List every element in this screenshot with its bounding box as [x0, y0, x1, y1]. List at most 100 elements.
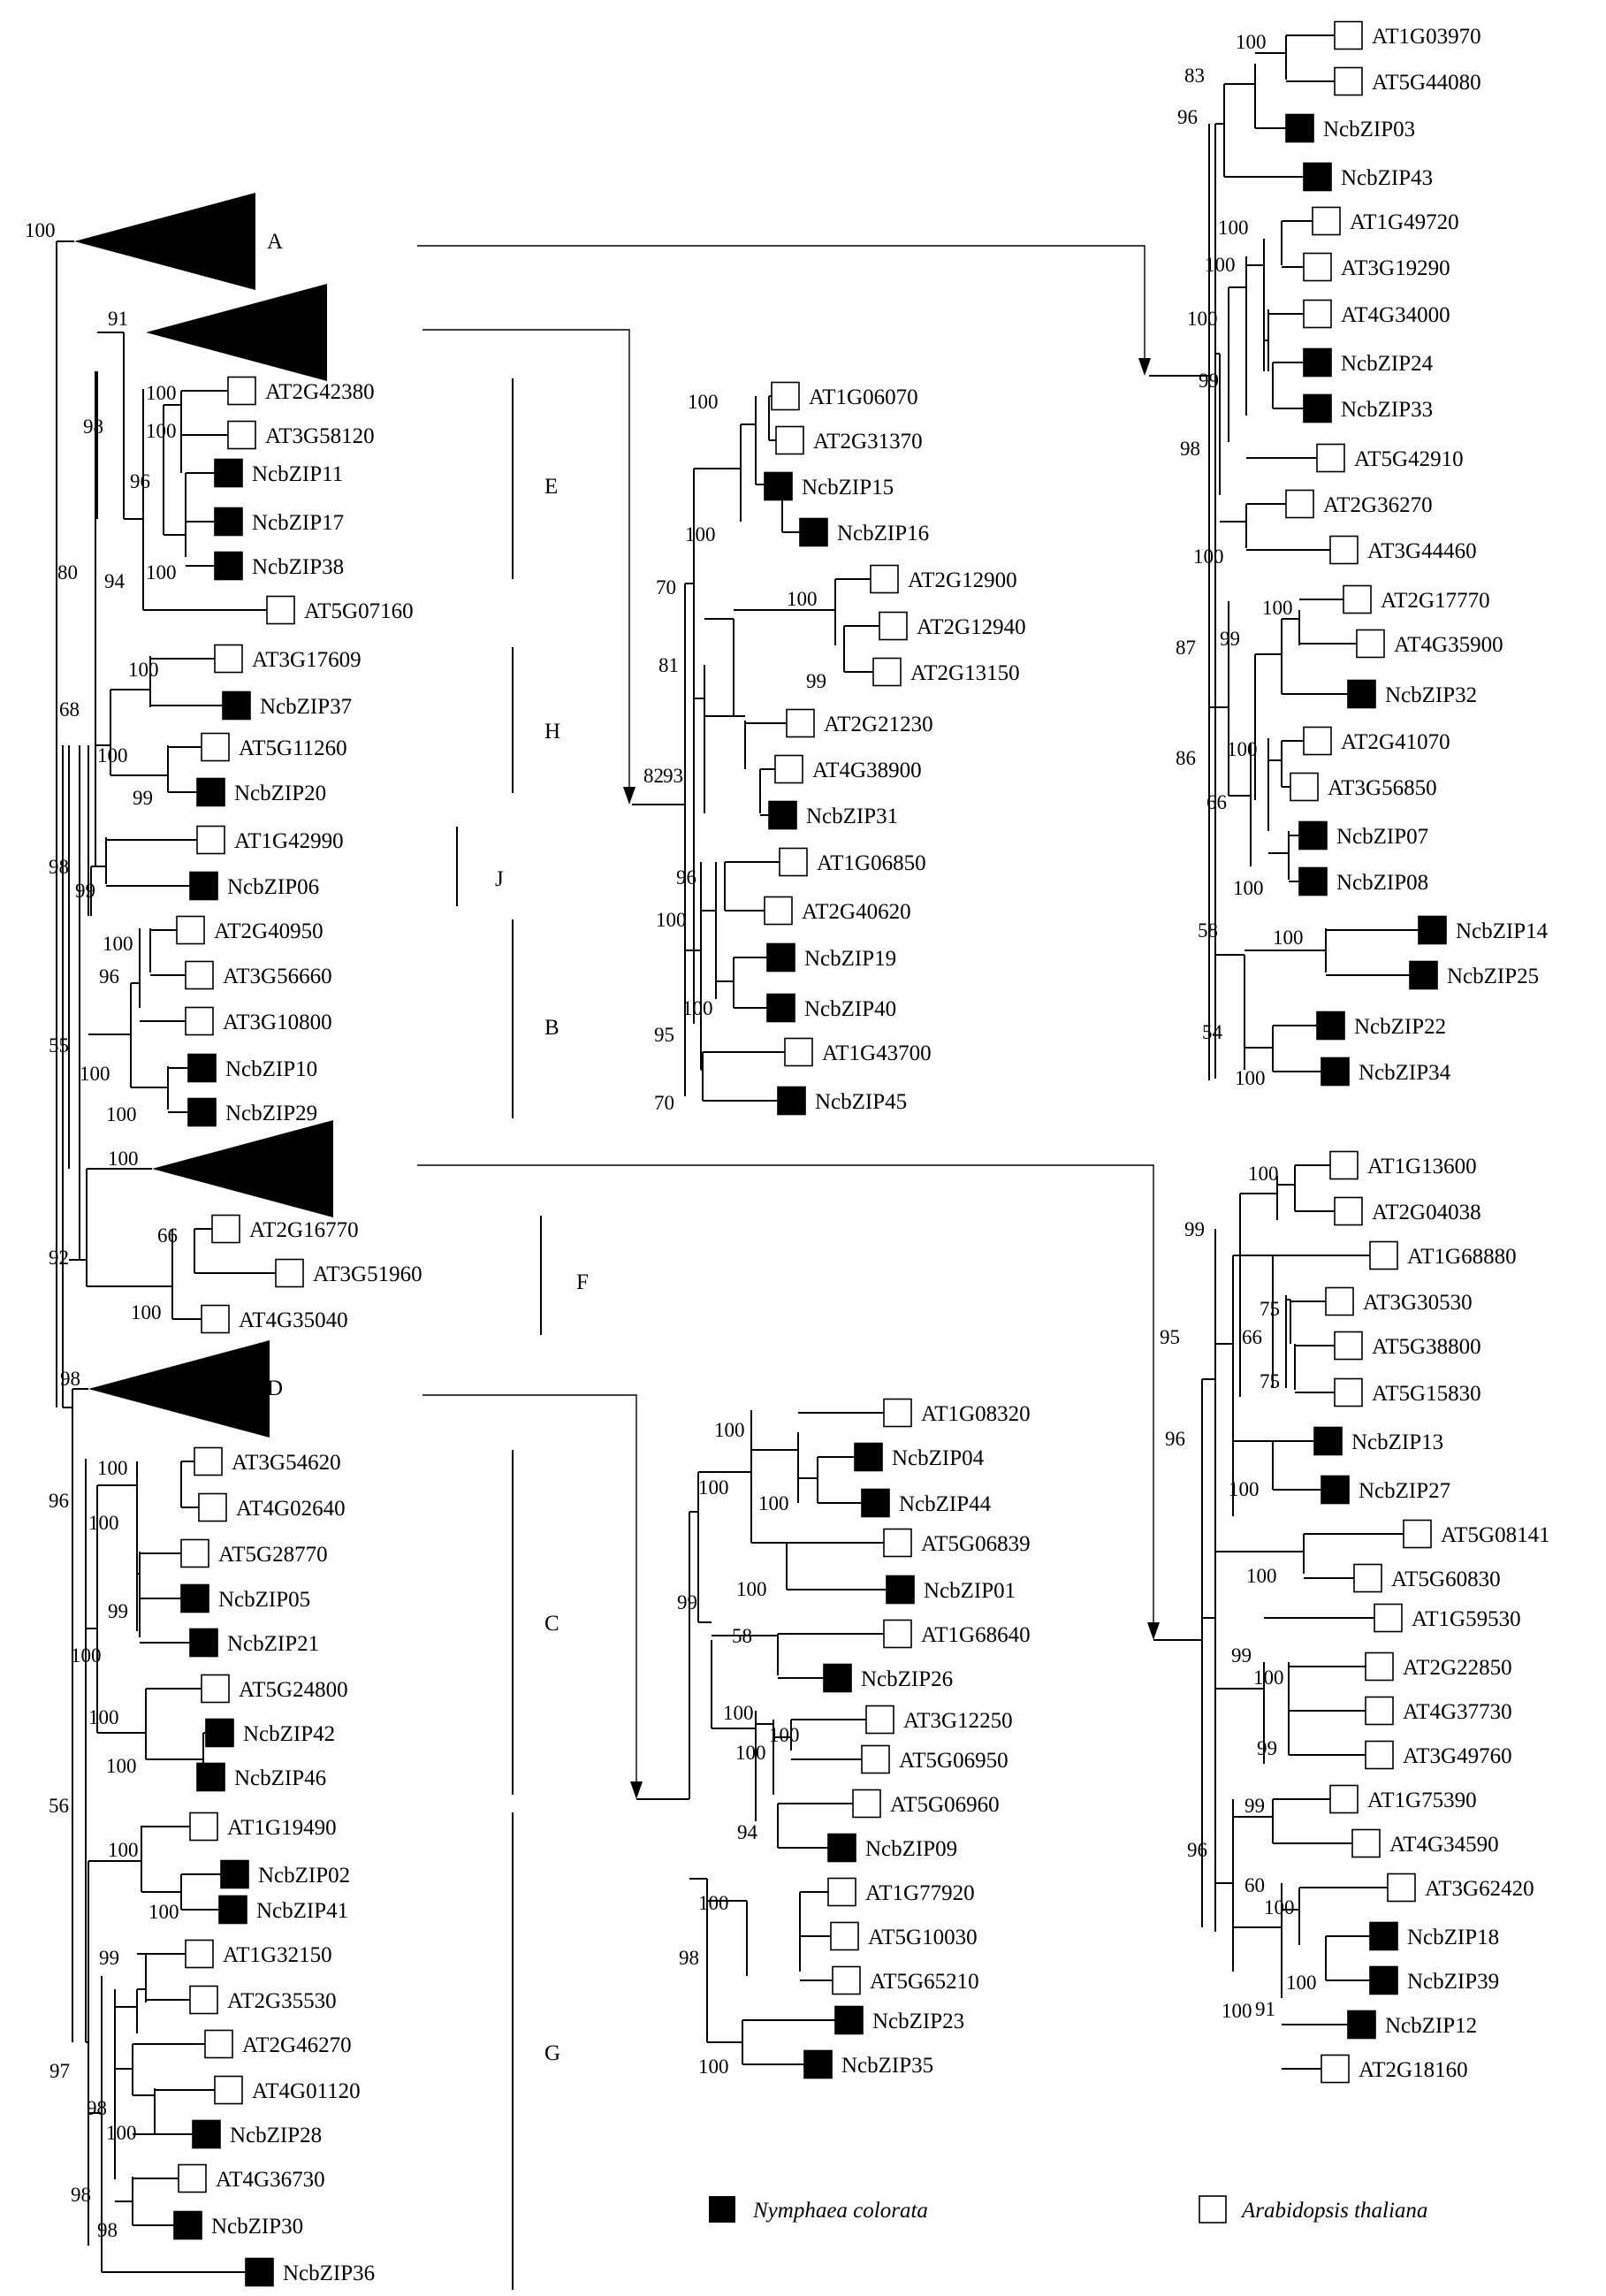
leaf-marker: [194, 1446, 223, 1476]
leaf-marker: [886, 1575, 915, 1605]
leaf-label: NcbZIP06: [227, 875, 319, 899]
leaf-label: AT4G36730: [216, 2168, 325, 2192]
bootstrap-value: 58: [732, 1625, 752, 1647]
clade-label: A: [267, 230, 283, 254]
clade-label: S: [267, 1158, 279, 1182]
leaf-label: NcbZIP10: [225, 1057, 317, 1081]
arrow-clade-I: [422, 329, 630, 800]
bootstrap-value: 100: [1218, 217, 1249, 239]
leaf-marker: [1316, 1011, 1345, 1041]
leaf-marker: [823, 1663, 852, 1693]
leaf-label: NcbZIP37: [260, 695, 352, 719]
bootstrap-value: 80: [57, 561, 78, 584]
leaf-marker: [227, 376, 256, 406]
leaf-label: AT5G08141: [1441, 1523, 1550, 1547]
group-label-J: J: [495, 867, 504, 891]
leaf-label: AT4G35900: [1394, 633, 1503, 657]
leaf-marker: [192, 2119, 221, 2149]
arrow-head: [1147, 1622, 1160, 1640]
bootstrap-value: 100: [1248, 1163, 1279, 1185]
leaf-label: AT3G49760: [1403, 1744, 1512, 1768]
bootstrap-value: 100: [1233, 877, 1264, 899]
bootstrap-value: 100: [1246, 1565, 1277, 1587]
leaf-label: AT1G75390: [1367, 1789, 1477, 1812]
bootstrap-value: 96: [1187, 1839, 1207, 1861]
bootstrap-value: 99: [806, 670, 826, 692]
leaf-marker: [196, 777, 225, 807]
leaf-label: AT2G40950: [214, 919, 323, 943]
leaf-marker: [832, 1965, 861, 1995]
leaf-marker: [779, 847, 808, 877]
leaf-marker: [227, 420, 256, 450]
leaf-label: NcbZIP11: [252, 462, 343, 486]
bootstrap-value: 100: [1227, 738, 1258, 760]
leaf-label: AT5G44080: [1372, 71, 1481, 95]
leaf-marker: [189, 1628, 218, 1658]
leaf-label: AT5G07160: [304, 599, 414, 623]
leaf-label: AT2G42380: [265, 380, 375, 404]
leaf-marker: [214, 507, 243, 537]
bootstrap-value: 100: [682, 997, 713, 1019]
leaf-marker: [1285, 113, 1314, 143]
leaf-marker: [1347, 679, 1376, 709]
bootstrap-value: 100: [1205, 254, 1236, 276]
leaf-label: NcbZIP43: [1341, 166, 1433, 190]
leaf-label: AT5G42910: [1354, 447, 1464, 471]
legend-arabidopsis-label: Arabidopsis thaliana: [1240, 2199, 1427, 2223]
leaf-label: AT2G22850: [1403, 1656, 1512, 1680]
leaf-marker: [1316, 443, 1345, 473]
leaf-marker: [1325, 1286, 1354, 1316]
bootstrap-value: 95: [1160, 1326, 1180, 1348]
leaf-label: AT1G43700: [822, 1041, 932, 1065]
leaf-marker: [830, 1921, 859, 1951]
bootstrap-value: 100: [146, 561, 177, 584]
leaf-label: AT5G10030: [868, 1926, 978, 1949]
leaf-marker: [185, 1006, 214, 1036]
leaf-label: NcbZIP07: [1336, 825, 1428, 849]
leaf-marker: [220, 1859, 249, 1889]
bootstrap-value: 100: [698, 1892, 729, 1914]
leaf-label: AT5G06839: [921, 1532, 1031, 1556]
leaf-marker: [173, 2210, 202, 2240]
bootstrap-value: 100: [148, 1901, 179, 1923]
leaf-marker: [1312, 206, 1341, 236]
bootstrap-value: 100: [723, 1702, 754, 1724]
leaf-label: AT2G12940: [917, 615, 1026, 639]
leaf-label: AT3G51960: [313, 1262, 422, 1286]
leaf-label: NcbZIP14: [1456, 919, 1549, 943]
bootstrap-value: 100: [1235, 1067, 1266, 1089]
bootstrap-value: 99: [75, 880, 95, 902]
leaf-marker: [180, 1538, 209, 1568]
leaf-marker: [1418, 915, 1447, 945]
bootstrap-value: 75: [1260, 1298, 1280, 1320]
leaf-label: AT4G37730: [1403, 1700, 1512, 1724]
leaf-marker: [1369, 1921, 1398, 1951]
bootstrap-value: 98: [83, 416, 103, 438]
leaf-label: AT5G60830: [1391, 1568, 1501, 1591]
legend-nymphaea-swatch: [709, 2196, 735, 2223]
leaf-label: NcbZIP20: [234, 782, 326, 805]
bootstrap-value: 99: [1220, 628, 1240, 650]
bootstrap-value: 75: [1260, 1370, 1280, 1392]
leaf-marker: [775, 425, 804, 455]
bootstrap-value: 96: [130, 470, 150, 492]
leaf-label: AT2G21230: [824, 713, 933, 736]
leaf-label: AT5G24800: [239, 1678, 348, 1702]
bootstrap-value: 100: [103, 933, 133, 955]
bootstrap-value: 99: [677, 1591, 697, 1613]
tree-branches: [56, 34, 1419, 2290]
leaf-label: NcbZIP36: [283, 2262, 375, 2285]
leaf-label: AT1G19490: [227, 1816, 337, 1840]
leaf-marker: [222, 690, 251, 721]
arrow-head: [1138, 358, 1151, 376]
leaf-marker: [784, 1037, 813, 1067]
bootstrap-value: 100: [146, 420, 177, 442]
leaf-label: NcbZIP13: [1351, 1430, 1443, 1454]
bootstrap-value: 70: [656, 576, 676, 599]
arrow-head: [630, 1781, 643, 1799]
bootstrap-value: 100: [108, 1839, 139, 1861]
leaf-marker: [1313, 1426, 1343, 1456]
leaf-marker: [777, 1086, 806, 1116]
leaf-marker: [176, 915, 205, 945]
leaf-label: NcbZIP21: [227, 1632, 319, 1656]
